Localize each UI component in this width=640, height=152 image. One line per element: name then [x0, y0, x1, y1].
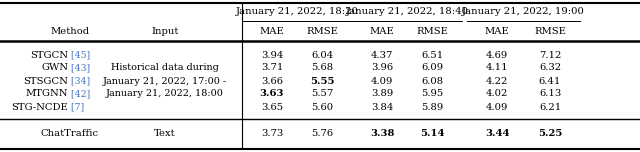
Text: 6.51: 6.51	[421, 50, 443, 59]
Text: 6.21: 6.21	[539, 102, 561, 112]
Text: STSGCN: STSGCN	[23, 76, 68, 85]
Text: 3.73: 3.73	[261, 128, 283, 138]
Text: 6.13: 6.13	[539, 90, 561, 98]
Text: RMSE: RMSE	[306, 26, 338, 36]
Text: 6.08: 6.08	[421, 76, 443, 85]
Text: 5.68: 5.68	[311, 64, 333, 73]
Text: Text: Text	[154, 128, 176, 138]
Text: 6.09: 6.09	[421, 64, 443, 73]
Text: Method: Method	[51, 26, 90, 36]
Text: STGCN: STGCN	[30, 50, 68, 59]
Text: STG-NCDE: STG-NCDE	[12, 102, 68, 112]
Text: 6.32: 6.32	[539, 64, 561, 73]
Text: MTGNN: MTGNN	[26, 90, 68, 98]
Text: 5.14: 5.14	[420, 128, 444, 138]
Text: ChatTraffic: ChatTraffic	[41, 128, 99, 138]
Text: MAE: MAE	[484, 26, 509, 36]
Text: 4.09: 4.09	[486, 102, 508, 112]
Text: [43]: [43]	[68, 64, 90, 73]
Text: 3.89: 3.89	[371, 90, 393, 98]
Text: 5.76: 5.76	[311, 128, 333, 138]
Text: 3.38: 3.38	[370, 128, 394, 138]
Text: RMSE: RMSE	[534, 26, 566, 36]
Text: January 21, 2022, 19:00: January 21, 2022, 19:00	[462, 7, 585, 17]
Text: MAE: MAE	[370, 26, 394, 36]
Text: 5.57: 5.57	[311, 90, 333, 98]
Text: 5.60: 5.60	[311, 102, 333, 112]
Text: 4.37: 4.37	[371, 50, 393, 59]
Text: 3.94: 3.94	[261, 50, 283, 59]
Text: 5.95: 5.95	[421, 90, 443, 98]
Text: [42]: [42]	[68, 90, 90, 98]
Text: Historical data during: Historical data during	[111, 64, 219, 73]
Text: RMSE: RMSE	[416, 26, 448, 36]
Text: 5.25: 5.25	[538, 128, 562, 138]
Text: 3.66: 3.66	[261, 76, 283, 85]
Text: 6.04: 6.04	[311, 50, 333, 59]
Text: 4.22: 4.22	[486, 76, 508, 85]
Text: January 21, 2022, 18:20: January 21, 2022, 18:20	[236, 7, 358, 17]
Text: January 21, 2022, 17:00 -: January 21, 2022, 17:00 -	[103, 76, 227, 85]
Text: 7.12: 7.12	[539, 50, 561, 59]
Text: 3.71: 3.71	[261, 64, 283, 73]
Text: 3.84: 3.84	[371, 102, 393, 112]
Text: 3.63: 3.63	[260, 90, 284, 98]
Text: 6.41: 6.41	[539, 76, 561, 85]
Text: 3.65: 3.65	[261, 102, 283, 112]
Text: [45]: [45]	[68, 50, 90, 59]
Text: 4.11: 4.11	[486, 64, 508, 73]
Text: [34]: [34]	[68, 76, 90, 85]
Text: 4.69: 4.69	[486, 50, 508, 59]
Text: 5.55: 5.55	[310, 76, 334, 85]
Text: Input: Input	[151, 26, 179, 36]
Text: 4.09: 4.09	[371, 76, 393, 85]
Text: MAE: MAE	[260, 26, 284, 36]
Text: [7]: [7]	[68, 102, 84, 112]
Text: 3.44: 3.44	[484, 128, 509, 138]
Text: 5.89: 5.89	[421, 102, 443, 112]
Text: 4.02: 4.02	[486, 90, 508, 98]
Text: January 21, 2022, 18:00: January 21, 2022, 18:00	[106, 90, 224, 98]
Text: 3.96: 3.96	[371, 64, 393, 73]
Text: January 21, 2022, 18:40: January 21, 2022, 18:40	[346, 7, 468, 17]
Text: GWN: GWN	[41, 64, 68, 73]
